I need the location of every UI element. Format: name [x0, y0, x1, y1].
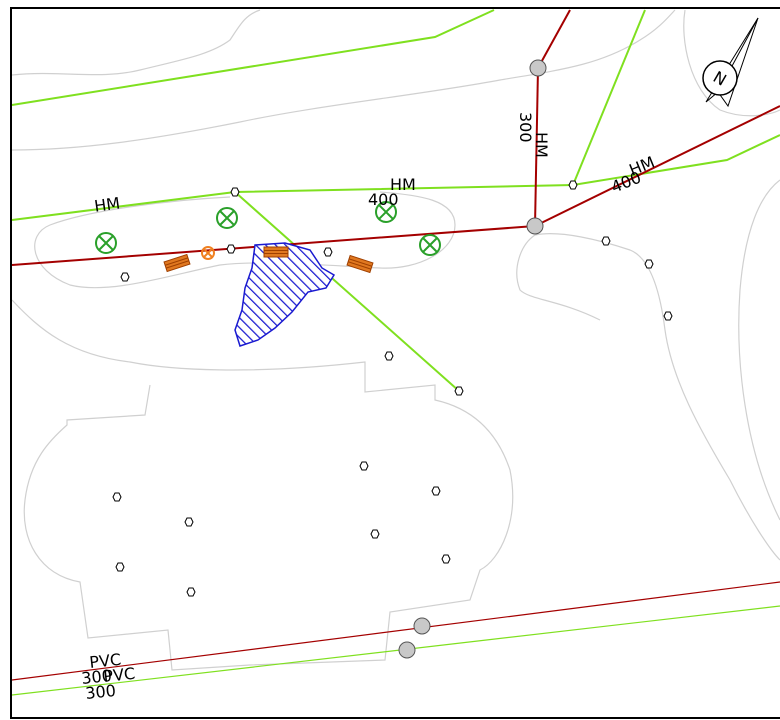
pipe-label: 400 [368, 190, 399, 209]
map: N HM HM 400 300 HM HM 400 PVC 300 PVC 30… [0, 0, 780, 720]
pipe-label: HM [93, 193, 121, 215]
pipe-label: HM [532, 132, 551, 158]
pipe-label: 300 [84, 681, 116, 703]
